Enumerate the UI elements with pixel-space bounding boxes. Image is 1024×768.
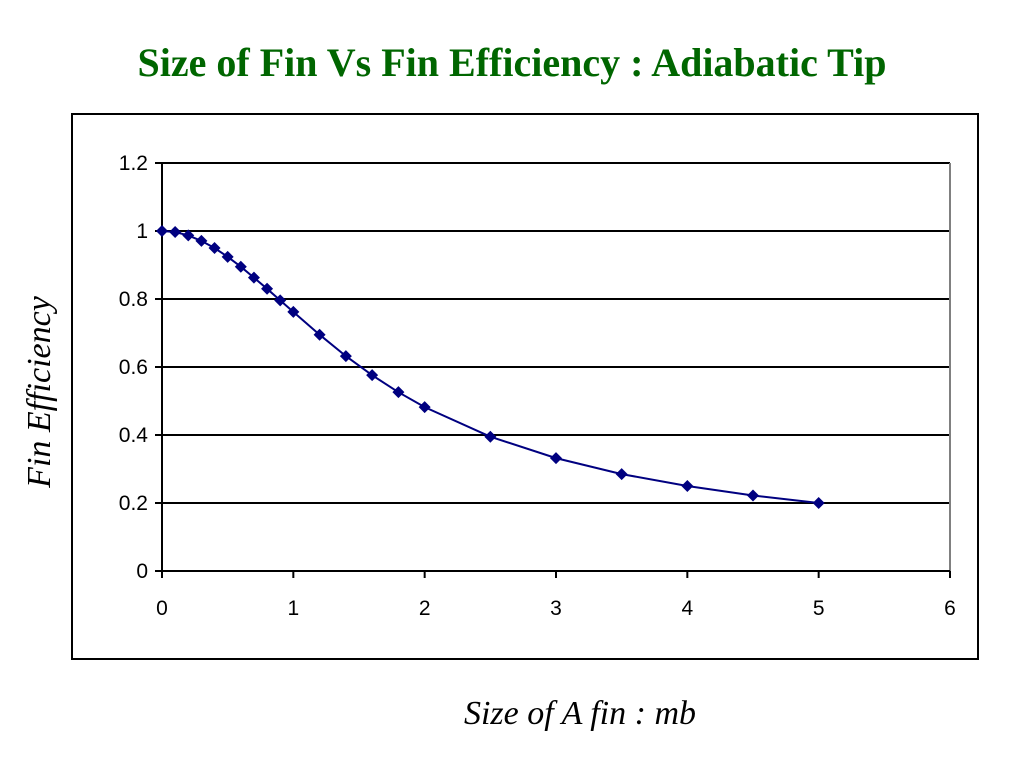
y-tick-label: 0.8 [119,288,148,311]
tick-labels: 0 0.2 0.4 0.6 0.8 1 1.2 0 1 2 3 4 5 6 [119,152,956,620]
y-tick-label: 0.2 [119,492,148,515]
x-tick-label: 3 [550,597,562,620]
data-point [366,369,379,382]
data-point [274,294,287,307]
x-tick-label: 0 [156,597,168,620]
data-point [339,350,352,363]
axes [155,162,951,578]
y-tick-label: 1.2 [119,152,148,175]
data-point [313,328,326,341]
data-point [208,242,221,254]
x-tick-label: 1 [287,597,299,620]
data-point [681,480,694,492]
data-point [261,282,274,295]
slide-title: Size of Fin Vs Fin Efficiency : Adiabati… [137,40,887,85]
x-axis-label: Size of A fin : mb [463,695,697,732]
y-tick-label: 1 [136,220,148,243]
data-point [812,497,825,509]
data-point [221,250,234,263]
x-tick-label: 5 [813,597,825,620]
data-point [182,229,195,242]
data-point [418,401,431,414]
series-line [161,230,819,504]
data-point [156,225,168,237]
chart-plot: 0 0.2 0.4 0.6 0.8 1 1.2 0 1 2 3 4 5 6 [119,152,956,620]
x-tick-label: 2 [419,597,431,620]
grid-lines [162,162,951,571]
series [156,225,825,509]
data-point [169,226,182,239]
data-point [484,430,497,443]
data-point [195,234,208,247]
data-point [392,386,405,399]
data-point [747,489,759,502]
y-tick-label: 0.4 [119,424,149,447]
chart-frame: 0 0.2 0.4 0.6 0.8 1 1.2 0 1 2 3 4 5 6 [71,113,979,660]
data-point [287,305,300,318]
data-point [234,260,247,273]
x-tick-label: 4 [681,597,693,620]
y-axis-label: Fin Efficiency [21,296,58,488]
y-tick-label: 0 [136,560,148,583]
x-tick-label: 6 [944,597,956,620]
data-point [247,271,260,284]
data-point [615,468,628,481]
y-tick-label: 0.6 [119,356,148,379]
data-point [550,452,562,465]
